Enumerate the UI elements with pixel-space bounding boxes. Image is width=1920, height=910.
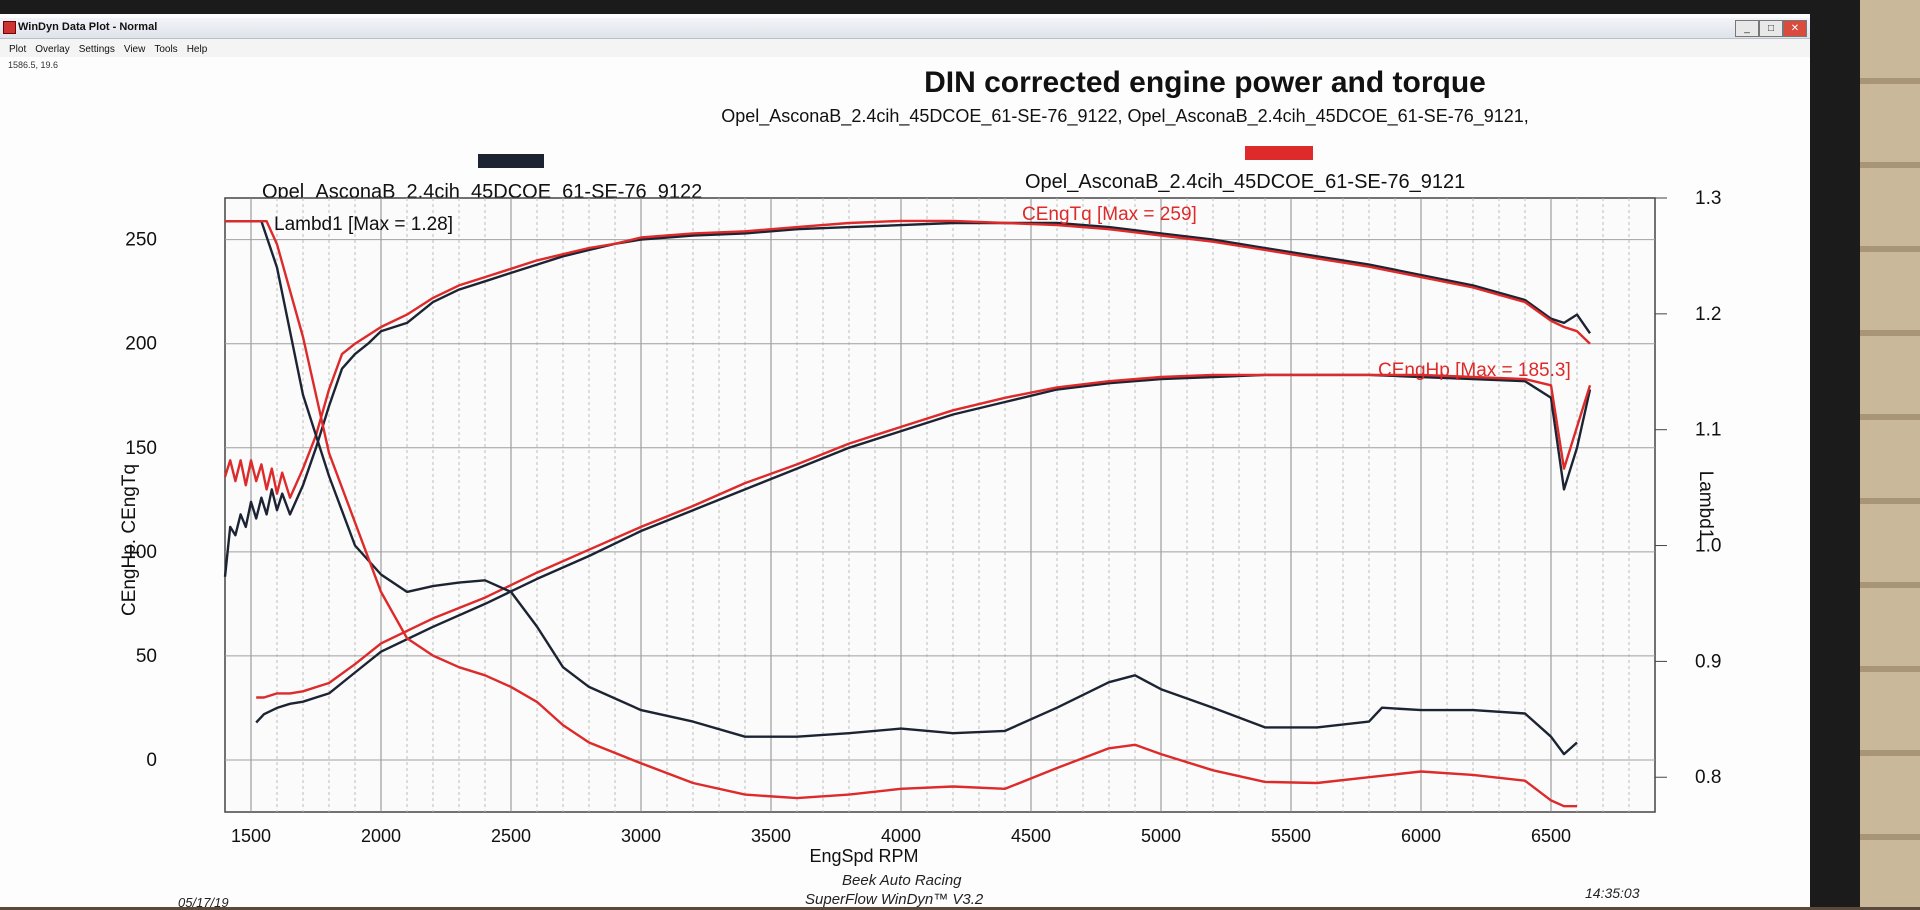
app-icon bbox=[3, 21, 16, 34]
series-line-lambd1-9121 bbox=[225, 219, 1577, 808]
y-right-tick-label: 0.9 bbox=[1695, 651, 1721, 672]
y-left-tick-label: 200 bbox=[125, 334, 157, 355]
menu-tools[interactable]: Tools bbox=[154, 44, 178, 55]
right-axis-label: Lambd1 bbox=[1695, 471, 1716, 540]
x-tick-label: 2000 bbox=[361, 826, 401, 846]
y-right-tick-label: 1.1 bbox=[1695, 420, 1721, 441]
legend-swatch-9122 bbox=[478, 154, 544, 168]
cursor-coordinate-readout: 1586.5, 19.6 bbox=[8, 60, 59, 70]
hp-max-annotation: CEngHp [Max = 185.3] bbox=[1378, 360, 1571, 381]
series-line-lambd1-9122 bbox=[225, 219, 1578, 756]
torque-max-annotation: CEngTq [Max = 259] bbox=[1022, 204, 1197, 225]
x-axis-label: EngSpd RPM bbox=[809, 846, 918, 866]
x-tick-label: 4500 bbox=[1011, 826, 1051, 846]
footer-date: 05/17/19 bbox=[178, 895, 229, 910]
background-wall bbox=[1860, 0, 1920, 907]
y-left-tick-label: 0 bbox=[146, 750, 157, 771]
menu-overlay[interactable]: Overlay bbox=[35, 44, 70, 55]
y-right-tick-label: 1.0 bbox=[1695, 536, 1721, 557]
y-left-tick-label: 100 bbox=[125, 542, 157, 563]
series-line-cengtq-9121 bbox=[223, 219, 1591, 499]
x-tick-label: 6500 bbox=[1531, 826, 1571, 846]
x-tick-label: 1500 bbox=[231, 826, 271, 846]
chart-title: DIN corrected engine power and torque bbox=[924, 66, 1486, 99]
plot-area: 1500 2000 2500 3000 3500 4000 4500 5000 5500 6000… bbox=[125, 188, 1721, 846]
window-title: WinDyn Data Plot - Normal bbox=[18, 21, 158, 33]
plot-frame bbox=[224, 197, 1656, 813]
menu-view[interactable]: View bbox=[123, 44, 146, 55]
footer-time: 14:35:03 bbox=[1585, 885, 1640, 901]
y-left-tick-label: 250 bbox=[125, 230, 157, 251]
x-tick-label: 5500 bbox=[1271, 826, 1311, 846]
series-line-cenghp-9121 bbox=[256, 373, 1592, 699]
x-tick-label: 2500 bbox=[491, 826, 531, 846]
x-tick-label: 5000 bbox=[1141, 826, 1181, 846]
minimize-button[interactable]: _ bbox=[1735, 20, 1759, 37]
maximize-button[interactable]: □ bbox=[1759, 20, 1783, 37]
legend-label-9121: Opel_AsconaB_2.4cih_45DCOE_61-SE-76_9121 bbox=[1025, 171, 1465, 193]
series-line-cenghp-9122 bbox=[255, 373, 1592, 724]
x-tick-label: 4000 bbox=[881, 826, 921, 846]
x-tick-label: 3000 bbox=[621, 826, 661, 846]
menu-settings[interactable]: Settings bbox=[78, 44, 115, 55]
menu-plot[interactable]: Plot bbox=[9, 44, 27, 55]
y-right-tick-label: 1.3 bbox=[1695, 188, 1721, 209]
y-left-tick-label: 150 bbox=[125, 438, 157, 459]
close-button[interactable]: ✕ bbox=[1783, 20, 1807, 37]
legend-swatch-9121 bbox=[1245, 146, 1313, 160]
y-right-tick-label: 1.2 bbox=[1695, 304, 1721, 325]
x-tick-label: 6000 bbox=[1401, 826, 1441, 846]
lambda-max-annotation: Lambd1 [Max = 1.28] bbox=[274, 214, 453, 235]
y-left-tick-label: 50 bbox=[136, 646, 157, 667]
left-axis-label: CEngHp. CEngTq bbox=[119, 464, 140, 616]
series-line-cengtq-9122 bbox=[223, 221, 1591, 577]
footer-software: SuperFlow WinDyn™ V3.2 bbox=[805, 891, 984, 908]
menu-bar: Plot Overlay Settings View Tools Help bbox=[0, 39, 1810, 57]
footer-company: Beek Auto Racing bbox=[842, 872, 962, 889]
y-right-tick-label: 0.8 bbox=[1695, 767, 1721, 788]
chart-subtitle: Opel_AsconaB_2.4cih_45DCOE_61-SE-76_9122… bbox=[721, 106, 1529, 127]
title-bar: WinDyn Data Plot - Normal _ □ ✕ bbox=[0, 18, 1810, 39]
x-tick-label: 3500 bbox=[751, 826, 791, 846]
menu-help[interactable]: Help bbox=[186, 44, 208, 55]
